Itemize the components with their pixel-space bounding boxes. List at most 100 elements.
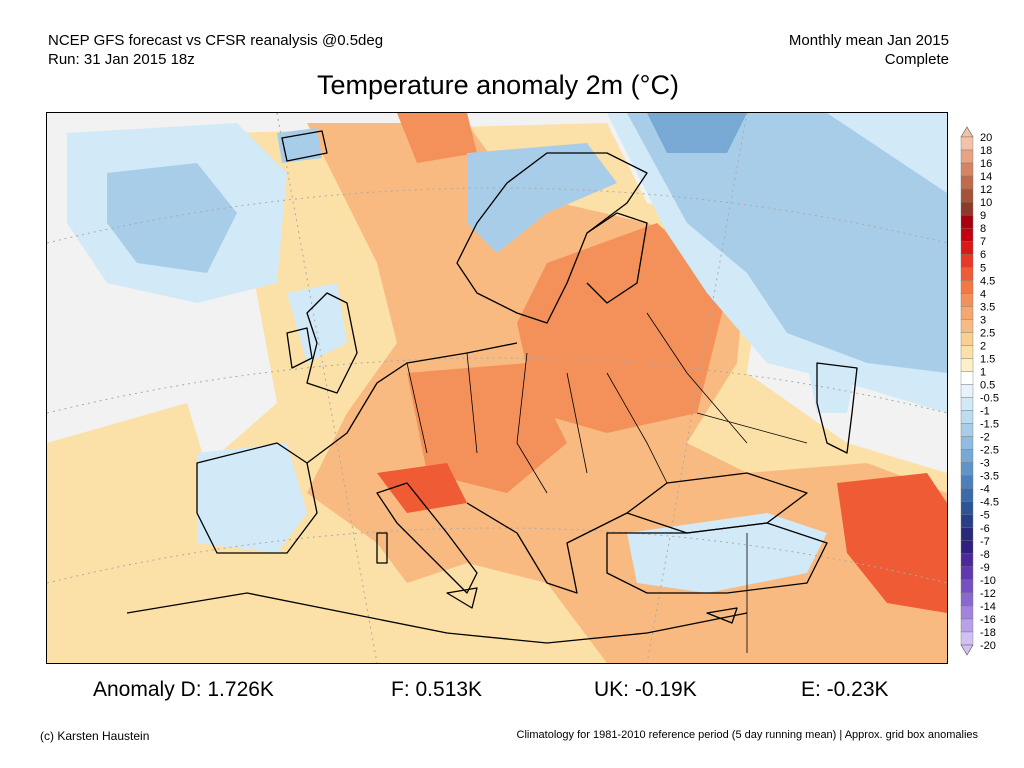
colorbar-tick-label: 9 <box>980 210 986 222</box>
colorbar-tick-label: 5 <box>980 262 986 274</box>
colorbar-tick-label: -8 <box>980 549 990 561</box>
colorbar-swatch <box>960 618 974 633</box>
colorbar-tick-label: 1 <box>980 366 986 378</box>
stat-f: F: 0.513K <box>391 678 483 701</box>
coast-iceland <box>281 130 328 162</box>
colorbar-tick-label: -12 <box>980 588 996 600</box>
colorbar-swatch <box>960 227 974 242</box>
cold-region-siberia-core <box>647 113 747 153</box>
colorbar-swatch <box>960 527 974 541</box>
colorbar-swatch <box>960 397 974 411</box>
colorbar-tick-label: -14 <box>980 601 996 613</box>
colorbar-swatch <box>960 136 974 151</box>
colorbar-swatch <box>960 631 974 646</box>
colorbar-swatch <box>960 332 974 346</box>
colorbar-swatch <box>960 319 974 333</box>
colorbar-swatch <box>960 605 974 620</box>
colorbar-swatch <box>960 462 974 476</box>
colorbar-tick-label: -4 <box>980 484 990 496</box>
colorbar-swatch <box>960 371 974 385</box>
colorbar-tick-label: 2.5 <box>980 327 995 339</box>
coast-caspian <box>816 362 858 454</box>
stat-e: E: -0.23K <box>801 678 889 701</box>
colorbar-swatch <box>960 254 974 268</box>
colorbar-tick-label: 4.5 <box>980 275 995 287</box>
stat-uk: UK: -0.19K <box>594 678 697 701</box>
warm-region-central <box>407 363 567 493</box>
colorbar-tick-label: 6 <box>980 249 986 261</box>
colorbar-swatch <box>960 267 974 281</box>
colorbar-swatch <box>960 423 974 437</box>
run-time: Run: 31 Jan 2015 18z <box>48 51 195 68</box>
colorbar-swatch <box>960 201 974 216</box>
cold-region-uk <box>287 283 347 363</box>
hot-region-north <box>397 113 477 163</box>
colorbar-swatch <box>960 540 974 555</box>
colorbar-swatch <box>960 592 974 607</box>
header-left: NCEP GFS forecast vs CFSR reanalysis @0.… <box>48 31 383 69</box>
colorbar-tick-label: -1 <box>980 406 990 418</box>
colorbar-tick-label: 8 <box>980 223 986 235</box>
coast-turkey <box>606 522 828 594</box>
colorbar-tick-label: 12 <box>980 184 992 196</box>
colorbar-tick-label: 4 <box>980 288 986 300</box>
colorbar-swatch <box>960 514 974 528</box>
colorbar-tick-label: -1.5 <box>980 419 999 431</box>
colorbar-tick-label: 3.5 <box>980 301 995 313</box>
coast-cyprus <box>706 607 738 624</box>
header-right: Monthly mean Jan 2015 Complete <box>789 31 949 69</box>
colorbar-tick-label: 2 <box>980 340 986 352</box>
colorbar-swatch <box>960 293 974 307</box>
coast-ireland <box>286 327 313 369</box>
colorbar-tick-label: -10 <box>980 575 996 587</box>
coast-uk <box>306 292 358 394</box>
graticule-parallel-30 <box>47 527 947 584</box>
graticule-parallel-60 <box>47 187 947 244</box>
colorbar-swatch <box>960 306 974 320</box>
colorbar-swatch <box>960 436 974 450</box>
colorbar-tick-label: -4.5 <box>980 497 999 509</box>
climatology-note: Climatology for 1981-2010 reference peri… <box>516 729 978 741</box>
cold-region-iberia <box>197 443 307 553</box>
colorbar-arrow-bottom <box>960 644 974 656</box>
colorbar-swatch <box>960 345 974 359</box>
map-title: Temperature anomaly 2m (°C) <box>317 70 679 100</box>
status-label: Complete <box>884 51 949 68</box>
borders <box>406 312 808 653</box>
period-label: Monthly mean Jan 2015 <box>788 32 949 49</box>
colorbar-tick-label: -3 <box>980 458 990 470</box>
cold-region-siberia-strong <box>627 113 947 373</box>
colorbar-tick-label: -16 <box>980 614 996 626</box>
stat-anomaly-d: Anomaly D: 1.726K <box>93 678 274 701</box>
coast-finland <box>586 212 648 304</box>
coastlines <box>126 130 858 644</box>
model-description: NCEP GFS forecast vs CFSR reanalysis @0.… <box>48 32 384 49</box>
coast-corsica-sardinia <box>376 532 388 564</box>
colorbar-tick-label: -2 <box>980 432 990 444</box>
coast-north-africa <box>126 592 748 644</box>
coast-balkans <box>466 502 628 594</box>
anomaly-stats: Anomaly D: 1.726K F: 0.513K UK: -0.19K E… <box>0 678 1024 706</box>
colorbar-tick-label: -18 <box>980 627 996 639</box>
colorbar-tick-label: -7 <box>980 536 990 548</box>
colorbar-swatch <box>960 175 974 190</box>
hot-region-alps <box>377 463 467 513</box>
coast-france-low-countries <box>306 342 518 464</box>
colorbar-tick-label: -5 <box>980 510 990 522</box>
colorbar: 20 18 16 14 12 10 9 8 7 6 5 4.5 4 3.5 3 2.5 2 1.5 1 0.5 -0.5… <box>957 126 1019 656</box>
colorbar-swatch <box>960 566 974 581</box>
warm-region-atlantic <box>47 403 227 663</box>
hot-region-caucasus <box>837 473 947 613</box>
coast-scandinavia <box>456 152 648 324</box>
colorbar-tick-label: 3 <box>980 314 986 326</box>
colorbar-swatch <box>960 384 974 398</box>
credit-text: (c) Karsten Haustein <box>40 729 150 743</box>
coast-iberia <box>196 442 318 554</box>
colorbar-swatch <box>960 149 974 164</box>
map-canvas <box>47 113 947 663</box>
colorbar-swatch <box>960 501 974 515</box>
colorbar-swatch <box>960 475 974 489</box>
cold-region-caspian <box>807 363 857 413</box>
colorbar-tick-label: 16 <box>980 158 992 170</box>
